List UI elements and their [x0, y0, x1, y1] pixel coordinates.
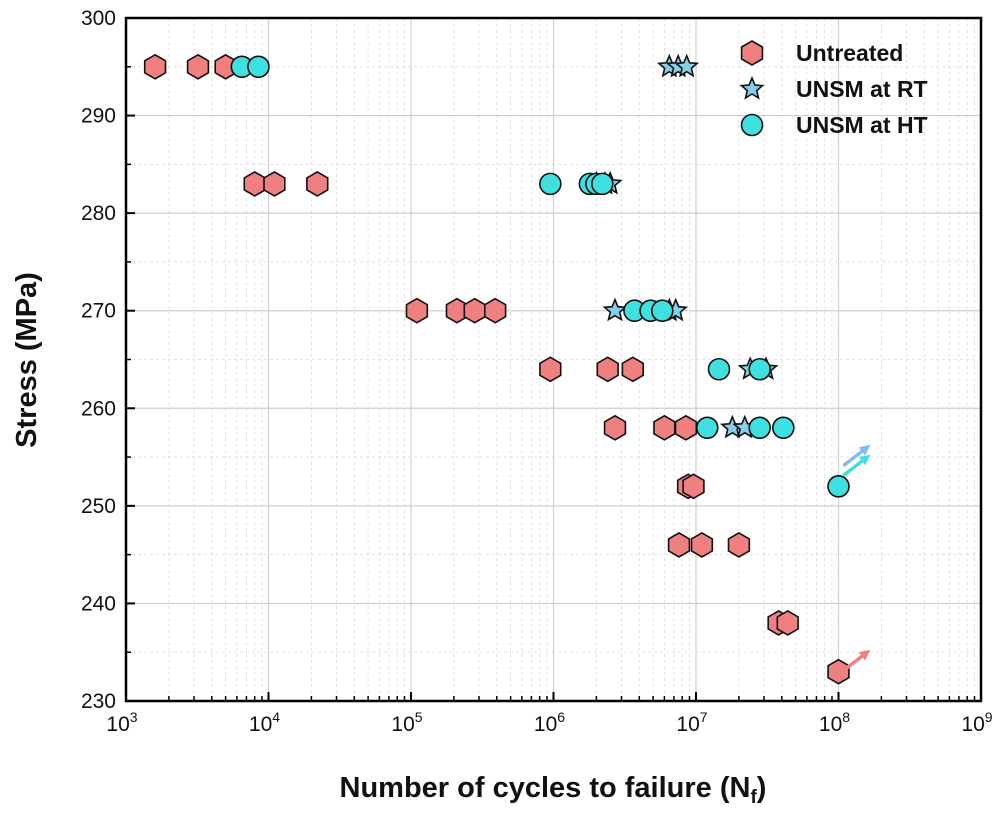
untreated-point: [776, 609, 799, 636]
unsm-at-ht-point: [748, 416, 772, 440]
x-axis-title: Number of cycles to failure (Nf): [340, 772, 767, 808]
legend-marker-unsm-at-rt: [739, 75, 765, 100]
x-tick-label: 108: [819, 709, 850, 736]
y-tick-label: 270: [81, 300, 116, 323]
y-tick-label: 280: [81, 202, 116, 225]
unsm-at-ht-point: [650, 299, 674, 323]
grid: [126, 18, 981, 701]
untreated-point: [674, 414, 698, 441]
plot-frame: [124, 16, 983, 703]
unsm-at-ht-point: [827, 475, 850, 498]
y-tick-label: 260: [81, 397, 116, 420]
y-tick-label: 250: [81, 495, 116, 518]
runout-arrow: [842, 649, 871, 672]
legend-marker-untreated: [740, 40, 764, 66]
y-tick-label: 300: [81, 7, 116, 30]
runout-arrow: [842, 444, 871, 467]
x-tick-label: 107: [676, 709, 707, 736]
runout-arrow: [842, 454, 871, 477]
legend-marker-unsm-at-ht: [740, 113, 764, 137]
untreated-point: [483, 297, 507, 324]
untreated-point: [596, 356, 619, 383]
unsm-at-ht-point: [748, 357, 772, 381]
untreated-point: [827, 658, 850, 685]
legend-item-unsm-at-ht: UNSM at HT: [740, 112, 928, 138]
x-tick-label: 105: [391, 709, 422, 736]
untreated-point: [653, 414, 676, 441]
y-tick-labels: 230 240 250 260 270 280 290 300: [81, 7, 116, 713]
untreated-point: [306, 170, 329, 197]
untreated-point: [621, 356, 645, 383]
y-tick-label: 290: [81, 105, 116, 128]
unsm-at-ht-point: [695, 416, 719, 440]
unsm-at-ht-point: [247, 55, 270, 79]
unsm-at-ht-point: [539, 172, 562, 196]
x-tick-label: 103: [106, 709, 137, 736]
runout-arrows: [842, 444, 871, 672]
y-tick-label: 240: [81, 592, 116, 615]
untreated-point: [667, 531, 691, 558]
y-tick-label: 230: [81, 690, 116, 713]
untreated-point: [727, 531, 751, 558]
untreated-point: [405, 297, 429, 324]
legend-label-unsm-at-ht: UNSM at HT: [796, 112, 928, 138]
x-tick-labels: 103 104 105 106 107 108 109: [106, 709, 992, 736]
unsm-at-ht-point: [772, 416, 795, 440]
untreated-point: [143, 53, 167, 80]
legend-label-untreated: Untreated: [796, 40, 903, 66]
legend: Untreated UNSM at RT UNSM at HT: [739, 40, 928, 138]
legend-label-unsm-at-rt: UNSM at RT: [796, 76, 928, 102]
legend-item-unsm-at-rt: UNSM at RT: [739, 75, 928, 102]
untreated-point: [243, 170, 266, 197]
untreated-point: [463, 297, 486, 324]
y-axis-title: Stress (MPa): [11, 272, 43, 448]
data-points: [143, 53, 850, 685]
x-tick-label: 109: [961, 709, 992, 736]
untreated-point: [690, 531, 714, 558]
unsm-at-ht-point: [590, 172, 614, 196]
untreated-point: [603, 414, 627, 441]
untreated-point: [539, 356, 562, 383]
x-tick-label: 104: [249, 709, 280, 736]
unsm-at-rt-point: [602, 297, 628, 322]
untreated-point: [682, 473, 705, 500]
untreated-point: [263, 170, 286, 197]
unsm-at-ht-point: [707, 357, 731, 381]
x-tick-label: 106: [534, 709, 565, 736]
untreated-point: [186, 53, 210, 80]
legend-item-untreated: Untreated: [740, 40, 903, 66]
unsm-at-rt-point: [674, 53, 700, 78]
